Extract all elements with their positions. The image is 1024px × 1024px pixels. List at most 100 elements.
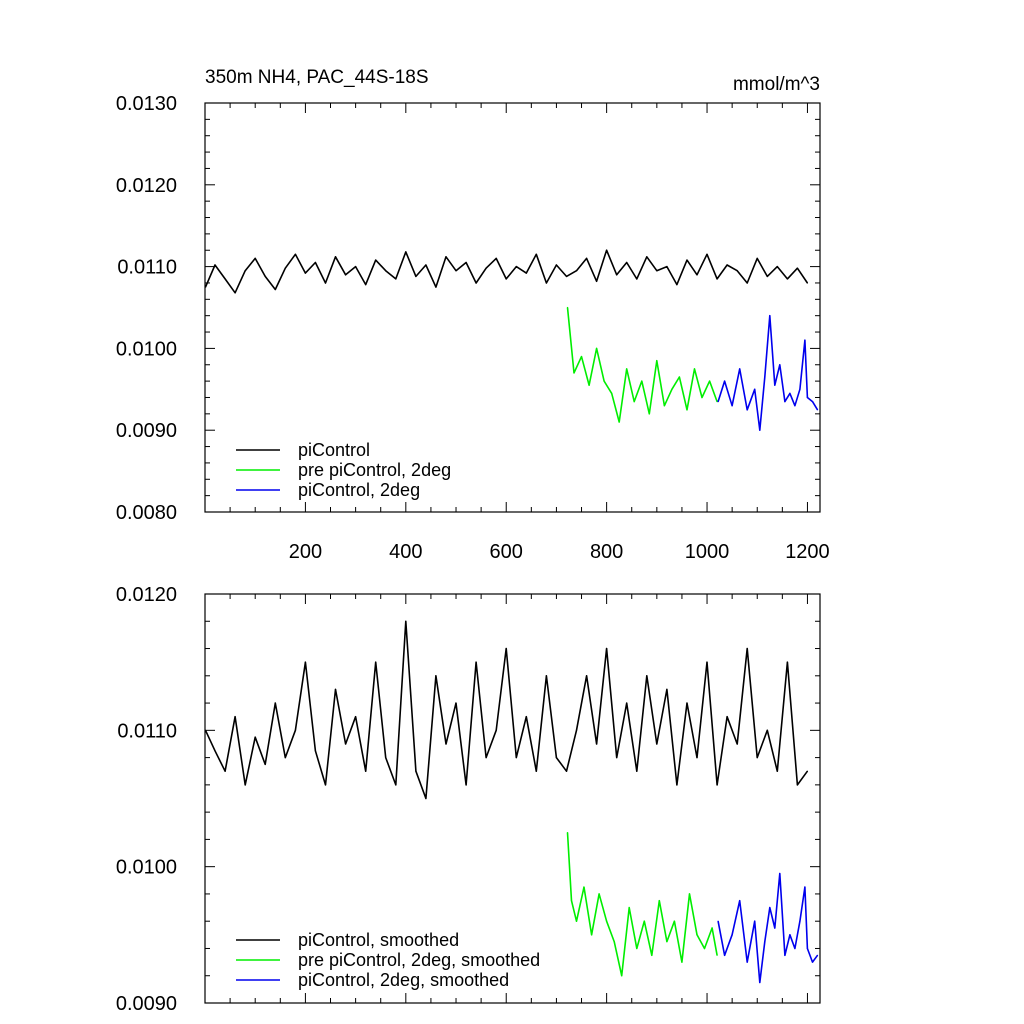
data-point — [628, 907, 630, 909]
data-point — [726, 716, 728, 718]
x-tick-label: 1000 — [685, 541, 730, 563]
legend-label: pre piControl, 2deg — [298, 460, 451, 480]
data-point — [586, 675, 588, 677]
data-point — [701, 396, 703, 399]
data-point — [375, 661, 377, 663]
data-point — [696, 934, 698, 936]
data-point — [799, 920, 801, 922]
legend-label: pre piControl, 2deg, smoothed — [298, 950, 540, 970]
data-point — [716, 278, 718, 280]
data-point — [545, 675, 548, 677]
data-point — [515, 266, 517, 268]
x-tick-label: 600 — [490, 541, 523, 563]
data-point — [314, 750, 316, 752]
data-point — [495, 729, 497, 731]
data-point — [666, 266, 668, 268]
units-label: mmol/m^3 — [733, 74, 820, 95]
data-point — [759, 429, 761, 431]
legend-label: piControl, smoothed — [298, 930, 459, 950]
data-point — [796, 267, 799, 269]
data-point — [633, 401, 635, 403]
data-point — [626, 702, 628, 704]
x-tick-label: 800 — [590, 541, 623, 563]
data-point — [395, 278, 397, 280]
data-point — [234, 716, 236, 718]
data-point — [811, 401, 814, 403]
data-point — [656, 360, 658, 362]
data-point — [425, 797, 427, 800]
data-point — [784, 401, 786, 403]
data-point — [314, 261, 316, 264]
data-point — [688, 893, 691, 895]
data-point — [445, 256, 447, 258]
x-tick-label: 400 — [389, 541, 422, 563]
data-point — [515, 757, 517, 759]
data-point — [345, 274, 347, 276]
data-point — [613, 941, 615, 943]
data-point — [603, 380, 605, 382]
data-point — [575, 270, 578, 272]
y-tick-label: 0.0090 — [116, 420, 177, 442]
data-point — [626, 261, 628, 264]
data-point — [636, 278, 638, 280]
x-tick-label: 200 — [289, 541, 322, 563]
data-point — [606, 920, 608, 922]
data-point — [566, 306, 569, 309]
data-point — [580, 356, 583, 358]
data-point — [294, 253, 296, 255]
data-point — [244, 784, 246, 786]
data-point — [736, 270, 738, 272]
data-point — [495, 257, 497, 259]
data-point — [596, 347, 598, 349]
data-point — [764, 376, 766, 378]
data-point — [284, 757, 286, 759]
series-line-1 — [566, 832, 718, 977]
data-point — [345, 743, 347, 745]
data-point — [415, 275, 417, 277]
data-point — [784, 954, 786, 956]
data-point — [806, 282, 809, 284]
data-point — [304, 272, 306, 274]
data-point — [405, 251, 407, 253]
bottom-panel: 0.0090 0.0100 0.0110 0.0120 piControl, smoot… — [116, 584, 821, 1015]
data-point — [375, 259, 377, 261]
data-point — [415, 770, 417, 772]
data-point — [711, 927, 713, 929]
data-point — [651, 954, 653, 956]
data-point — [696, 757, 698, 759]
data-point — [565, 770, 568, 772]
data-point — [681, 961, 683, 963]
data-point — [776, 770, 778, 772]
data-point — [455, 702, 457, 704]
data-point — [274, 288, 276, 291]
data-point — [405, 620, 407, 622]
data-point — [244, 270, 246, 272]
data-point — [505, 647, 507, 650]
data-point — [485, 267, 487, 269]
series-line-2 — [717, 314, 819, 432]
data-point — [658, 900, 660, 902]
data-point — [573, 372, 575, 374]
data-point — [425, 264, 427, 266]
data-point — [754, 920, 756, 922]
data-point — [596, 743, 598, 745]
data-point — [703, 947, 706, 950]
data-point — [224, 278, 226, 280]
data-point — [621, 975, 623, 977]
data-point — [746, 961, 748, 963]
data-point — [686, 702, 688, 704]
data-point — [565, 275, 568, 277]
data-point — [465, 261, 467, 264]
data-point — [575, 920, 578, 922]
top-panel: 200 400 600 800 1000 1200 0.0080 0.0090 0.0100 0.… — [116, 67, 830, 563]
data-point — [611, 392, 613, 394]
data-point — [535, 770, 537, 772]
data-point — [739, 900, 741, 902]
series-line-2 — [717, 872, 819, 984]
data-point — [717, 920, 719, 922]
data-point — [566, 832, 569, 834]
data-point — [796, 784, 799, 786]
data-point — [475, 282, 477, 284]
data-point — [656, 270, 658, 272]
